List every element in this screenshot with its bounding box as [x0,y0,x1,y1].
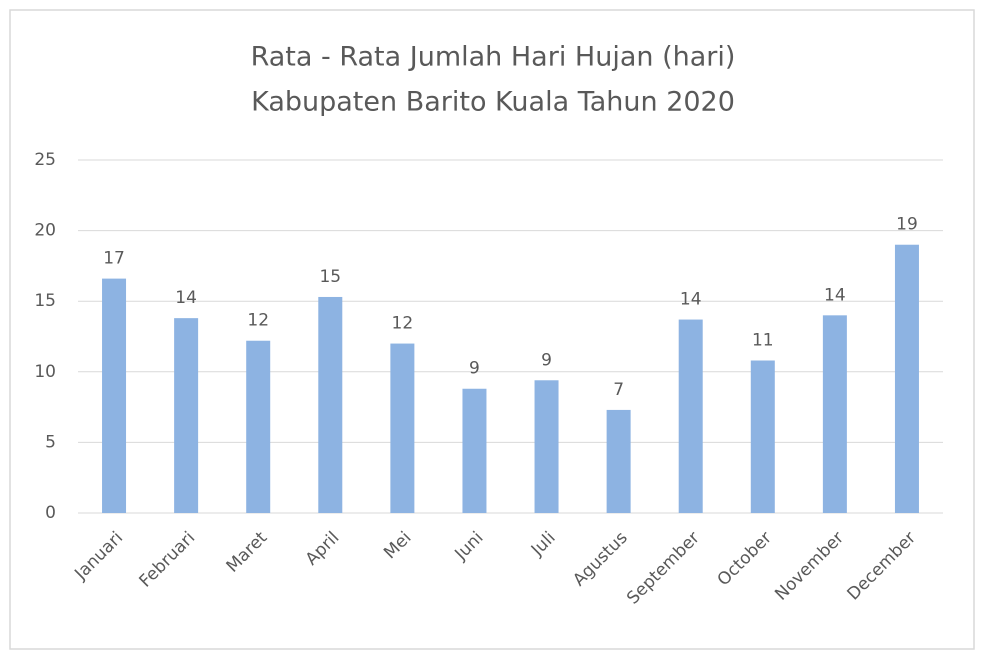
bar [462,388,487,513]
data-label: 11 [752,331,774,351]
bar [606,409,631,513]
y-tick-label: 5 [45,432,56,452]
data-label: 12 [247,311,269,331]
bar [246,340,271,513]
bar [894,244,919,513]
y-tick-label: 25 [34,150,56,170]
y-tick-label: 0 [45,503,56,523]
bar [102,278,127,513]
bar [390,343,415,513]
y-tick-label: 10 [34,362,56,382]
bar [318,296,343,513]
data-label: 14 [175,288,197,308]
data-label: 9 [469,359,480,379]
data-label: 7 [613,380,624,400]
chart-title: Kabupaten Barito Kuala Tahun 2020 [251,87,735,118]
data-label: 9 [541,350,552,370]
data-label: 12 [392,314,414,334]
bar [174,318,199,513]
y-tick-label: 15 [34,291,56,311]
y-tick-label: 20 [34,221,56,241]
data-label: 14 [680,290,702,310]
chart-frame [9,9,975,650]
bar [822,315,847,513]
data-label: 15 [319,267,341,287]
chart-title: Rata - Rata Jumlah Hari Hujan (hari) [251,42,736,73]
data-label: 17 [103,249,125,269]
bar [750,360,775,513]
data-label: 19 [896,215,918,235]
data-label: 14 [824,285,846,305]
bar [678,319,703,513]
bar [534,380,559,513]
